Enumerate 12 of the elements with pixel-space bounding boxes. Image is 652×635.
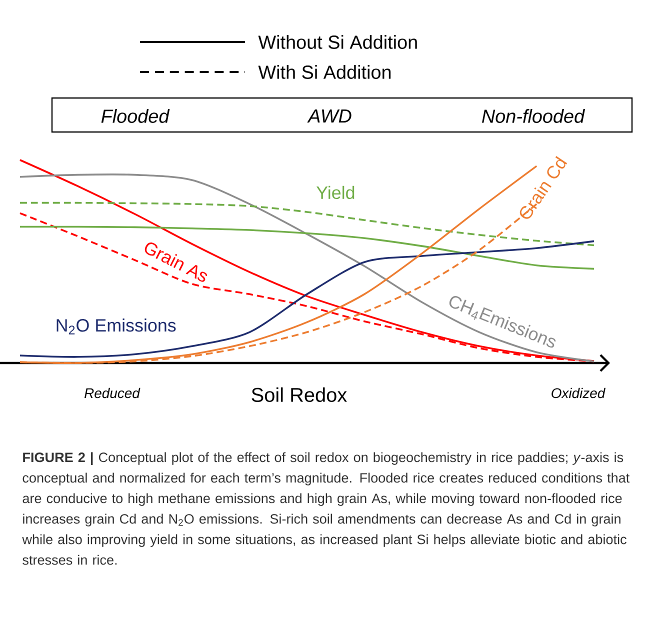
text: Reduced bbox=[84, 388, 140, 398]
text: AWD bbox=[307, 109, 352, 123]
text: FIGURE 2 | Conceptual plot of the effect of soil redox on biogeochemistry in rice paddies; y-axis is conceptual and normalized for each term’s magnitude. Flooded rice creates reduced conditions that are conducive to high methane emissions and high grain As, while moving toward non-flooded rice increases grain Cd and N$_{2}$O emissions. Si-rich soil amendments can decrease As and Cd in grain while also improving yield in some situations, as increased plant Si helps alleviate biotic and abiotic stresses in rice. bbox=[22, 452, 630, 565]
x-axis-title: Soil Redox bbox=[252, 387, 347, 402]
series-label: N$_{2}$O Emissions bbox=[56, 318, 176, 334]
text: With Si Addition bbox=[258, 65, 391, 79]
text: Grain As bbox=[144, 242, 207, 282]
series-label: Yield bbox=[316, 186, 354, 200]
text: Oxidized bbox=[552, 388, 606, 398]
text: Non-flooded bbox=[482, 109, 586, 123]
text: Without Si Addition bbox=[258, 35, 417, 49]
text: Flooded bbox=[101, 109, 170, 123]
